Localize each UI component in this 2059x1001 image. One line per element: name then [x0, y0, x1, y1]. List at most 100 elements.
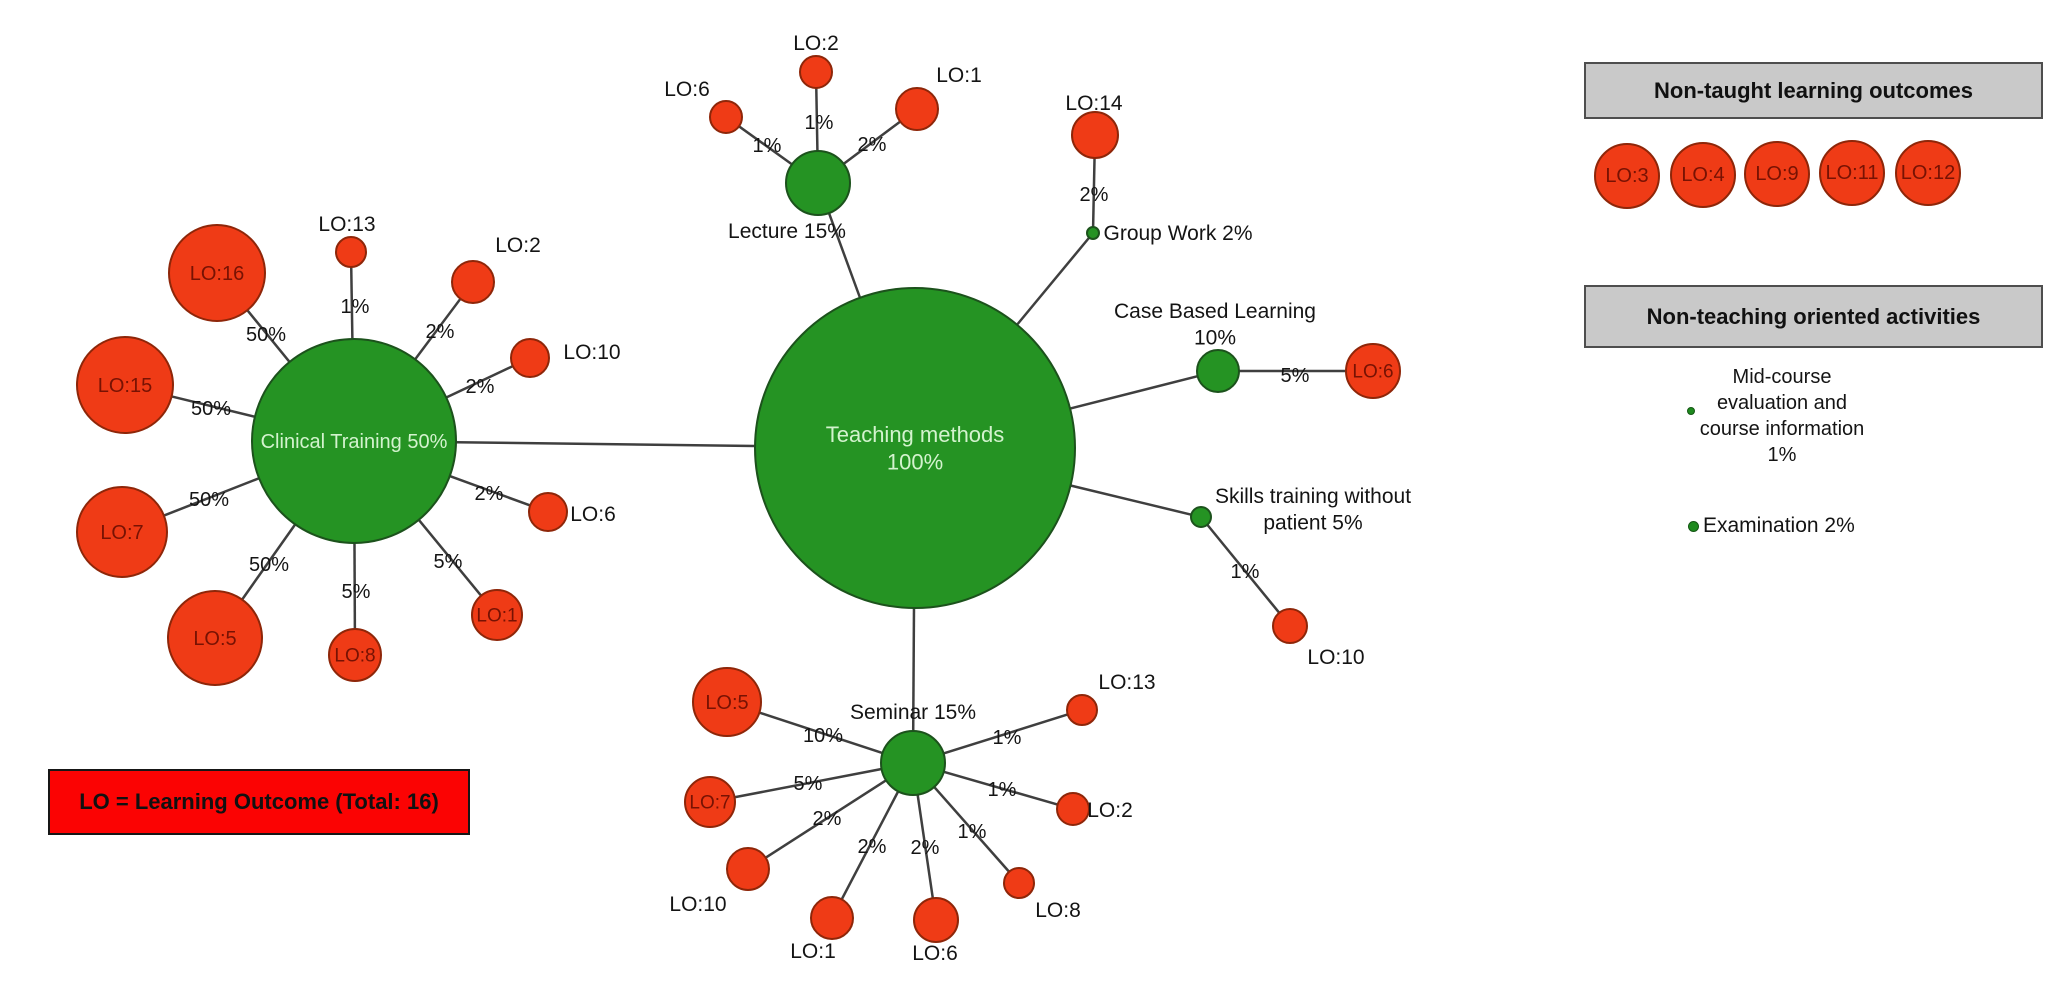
mid-course-line-3: course information	[1699, 418, 1865, 440]
node-casebased-label: 10%	[1194, 326, 1236, 349]
edge-teaching-groupwork	[1016, 236, 1091, 326]
node-skills-circle	[1190, 506, 1212, 528]
edge-teaching-clinical	[455, 441, 756, 448]
node-casebased-label: Case Based Learning	[1114, 300, 1316, 323]
node-c13-circle	[335, 236, 367, 268]
edge-label-seminar-se7: 5%	[794, 773, 823, 795]
node-seminar-circle	[880, 730, 946, 796]
node-se5-circle	[692, 667, 762, 737]
edge-clinical-c10	[445, 364, 514, 399]
lo4-label: LO:4	[1681, 163, 1725, 186]
lo3-label: LO:3	[1605, 164, 1649, 187]
node-l2-circle	[799, 55, 833, 89]
non-teaching-header: Non-teaching oriented activities	[1584, 285, 2043, 348]
edge-label-lecture-l6: 1%	[753, 135, 782, 157]
non-teaching-title: Non-teaching oriented activities	[1646, 303, 1981, 329]
node-c2-circle	[451, 260, 495, 304]
node-cb6-label: LO:6	[1352, 362, 1393, 383]
node-c16-circle	[168, 224, 266, 322]
node-c15-label: LO:15	[98, 375, 152, 397]
mid-course-line-1: Mid-course	[1732, 366, 1832, 388]
edge-clinical-c16	[246, 309, 291, 363]
mid-course-line-4: 1%	[1767, 444, 1797, 466]
node-s10-label: LO:10	[1307, 646, 1364, 669]
edge-label-clinical-c16: 50%	[246, 324, 286, 346]
node-l1-label: LO:1	[936, 64, 982, 87]
edge-label-clinical-c1: 5%	[434, 551, 463, 573]
examination-dot-icon	[1688, 521, 1699, 532]
edge-seminar-se7	[734, 767, 882, 799]
node-teaching-circle	[754, 287, 1076, 609]
edge-seminar-se2	[943, 770, 1058, 806]
node-c7-circle	[76, 486, 168, 578]
edge-label-clinical-c13: 1%	[341, 296, 370, 318]
node-skills-label: patient 5%	[1263, 511, 1362, 534]
edge-label-clinical-c8: 5%	[342, 581, 371, 603]
node-skills-label: Skills training without	[1215, 485, 1411, 508]
edge-label-clinical-c15: 50%	[191, 398, 231, 420]
non-taught-circle-lo3: LO:3	[1594, 143, 1660, 209]
lo9-label: LO:9	[1755, 162, 1799, 185]
edge-groupwork-g14	[1091, 157, 1096, 228]
node-clinical-label: Clinical Training 50%	[261, 431, 448, 453]
node-seminar-label: Seminar 15%	[850, 701, 976, 724]
node-se6-circle	[913, 897, 959, 943]
node-se7-circle	[684, 776, 736, 828]
node-casebased-circle	[1196, 349, 1240, 393]
edge-label-seminar-se13: 1%	[993, 727, 1022, 749]
node-c1-circle	[471, 589, 523, 641]
edge-seminar-se5	[758, 711, 883, 755]
legend-text: LO = Learning Outcome (Total: 16)	[79, 789, 439, 814]
edge-label-clinical-c7: 50%	[189, 489, 229, 511]
node-se2-circle	[1056, 792, 1090, 826]
edge-clinical-c5	[241, 523, 297, 601]
edge-teaching-casebased	[1069, 374, 1198, 410]
examination-label: Examination 2%	[1703, 514, 1855, 537]
node-se13-circle	[1066, 694, 1098, 726]
edge-clinical-c6	[449, 474, 531, 507]
node-c2-label: LO:2	[495, 234, 541, 257]
node-l1-circle	[895, 87, 939, 131]
edge-clinical-c15	[171, 395, 256, 418]
node-se10-label: LO:10	[669, 893, 726, 916]
edge-label-clinical-c2: 2%	[426, 321, 455, 343]
edge-label-seminar-se8: 1%	[958, 821, 987, 843]
non-taught-circle-lo12: LO:12	[1895, 140, 1961, 206]
node-lecture-label: Lecture 15%	[728, 220, 846, 243]
edge-label-clinical-c6: 2%	[475, 483, 504, 505]
edge-seminar-se1	[840, 790, 900, 900]
edge-label-groupwork-g14: 2%	[1080, 184, 1109, 206]
node-c5-circle	[167, 590, 263, 686]
node-groupwork-label: Group Work 2%	[1104, 222, 1253, 245]
non-taught-title: Non-taught learning outcomes	[1654, 77, 1973, 103]
edge-label-casebased-cb6: 5%	[1281, 365, 1310, 387]
lo11-label: LO:11	[1825, 161, 1879, 184]
edge-lecture-l1	[842, 120, 901, 165]
node-c8-circle	[328, 628, 382, 682]
edge-clinical-c13	[349, 266, 354, 340]
node-c13-label: LO:13	[318, 213, 375, 236]
edge-seminar-se13	[943, 713, 1069, 755]
non-taught-circle-lo4: LO:4	[1670, 142, 1736, 208]
node-se13-label: LO:13	[1098, 671, 1155, 694]
node-l2-label: LO:2	[793, 32, 839, 55]
non-taught-header: Non-taught learning outcomes	[1584, 62, 2043, 119]
node-g14-circle	[1071, 111, 1119, 159]
edge-skills-s10	[1206, 523, 1281, 614]
node-c1-label: LO:1	[476, 606, 517, 627]
edge-seminar-se6	[916, 794, 935, 899]
node-teaching-label: 100%	[887, 449, 943, 474]
edge-lecture-l6	[738, 125, 793, 166]
edge-label-lecture-l2: 1%	[805, 112, 834, 134]
edge-label-seminar-se6: 2%	[911, 837, 940, 859]
node-se2-label: LO:2	[1087, 799, 1133, 822]
non-taught-circle-lo11: LO:11	[1819, 140, 1885, 206]
node-c8-label: LO:8	[334, 646, 375, 667]
node-c5-label: LO:5	[193, 628, 236, 650]
edge-label-seminar-se10: 2%	[813, 808, 842, 830]
node-g14-label: LO:14	[1065, 92, 1123, 115]
edge-label-seminar-se1: 2%	[858, 836, 887, 858]
node-c7-label: LO:7	[100, 522, 143, 544]
